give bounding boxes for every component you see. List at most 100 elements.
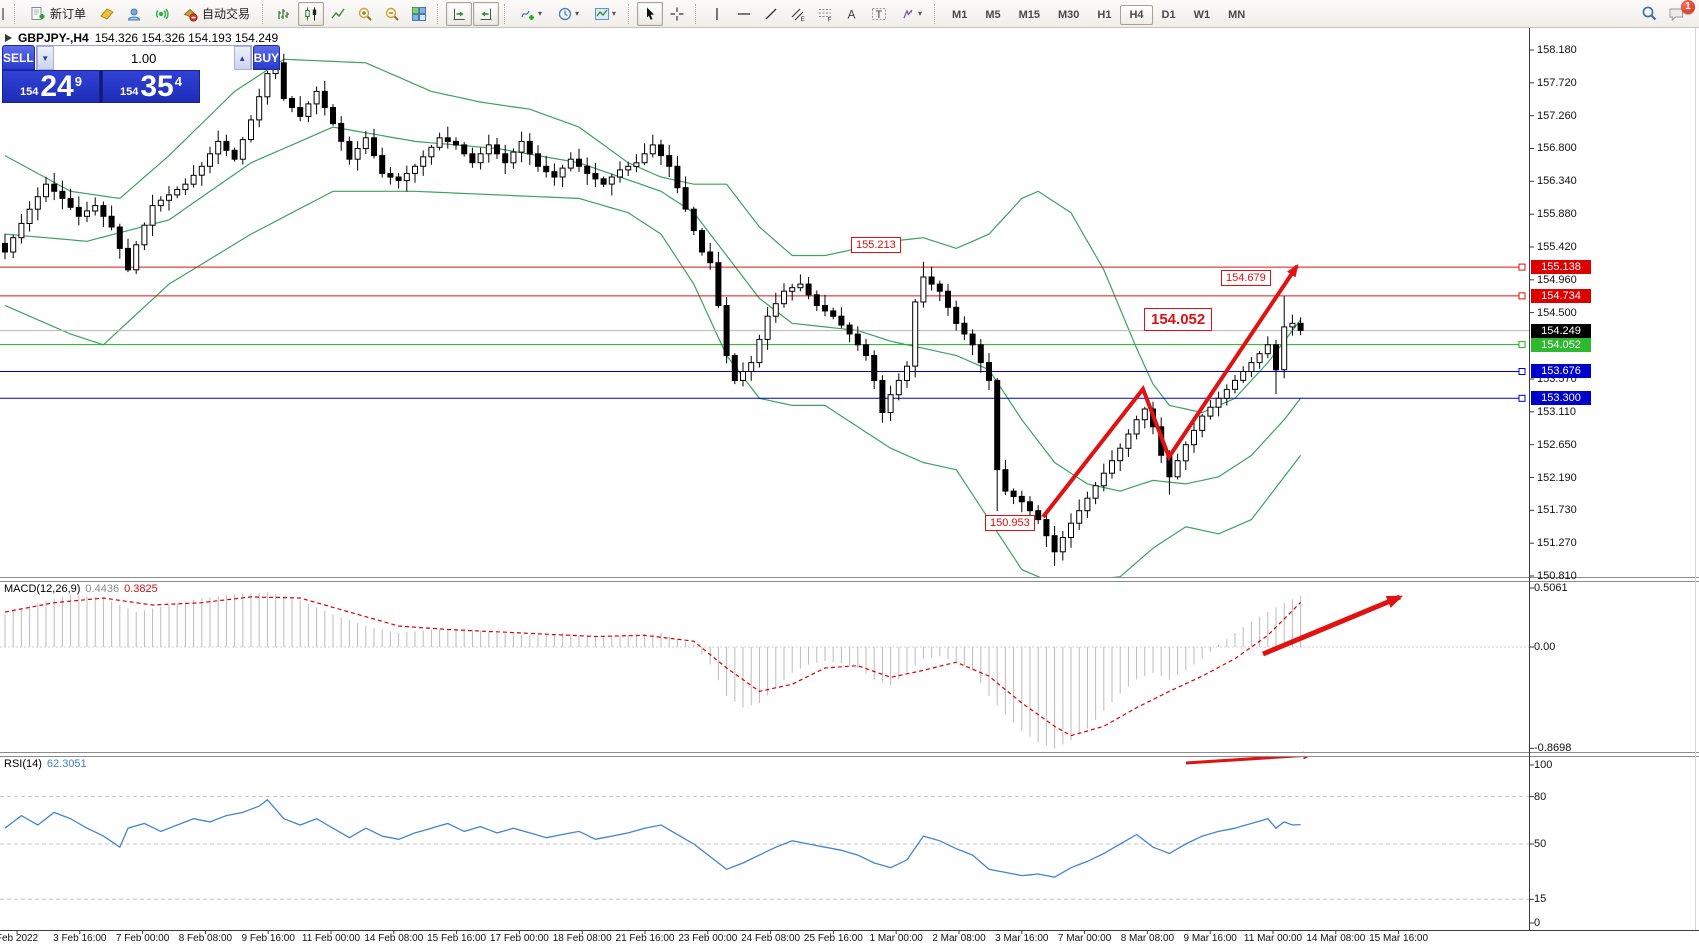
price-tag-154734[interactable]: 154.734 bbox=[1531, 288, 1591, 303]
timeframe-group: M1 M5 M15 M30 H1 H4 D1 W1 MN bbox=[943, 4, 1254, 25]
text-label-button[interactable]: T bbox=[866, 2, 892, 26]
equidistant-channel-button[interactable]: E bbox=[785, 2, 811, 26]
timeframe-M30-button[interactable]: M30 bbox=[1058, 8, 1080, 21]
timeframe-W1-button[interactable]: W1 bbox=[1193, 8, 1211, 21]
price-tag-154052[interactable]: 154.052 bbox=[1531, 337, 1591, 352]
tile-windows-button[interactable] bbox=[406, 2, 432, 26]
tile-windows-icon bbox=[412, 6, 427, 21]
dropdown-caret: ▾ bbox=[918, 9, 923, 18]
templates-button[interactable]: ▾ bbox=[587, 2, 623, 26]
volume-input[interactable] bbox=[53, 46, 234, 70]
new-order-button[interactable]: 新订单 bbox=[23, 3, 93, 25]
macd-signal-value: 0.3825 bbox=[124, 583, 158, 595]
template-chart-icon bbox=[595, 7, 610, 20]
periods-button[interactable]: ▾ bbox=[550, 2, 586, 26]
add-indicator-button[interactable]: ▾ bbox=[513, 2, 549, 26]
line-chart-button[interactable] bbox=[325, 2, 351, 26]
metaeditor-icon bbox=[100, 7, 114, 20]
sell-price-prefix: 154 bbox=[20, 86, 39, 98]
timeframe-H1-button[interactable]: H1 bbox=[1097, 8, 1112, 21]
autoscroll-button[interactable] bbox=[446, 1, 473, 26]
rsi-name: RSI(14) bbox=[4, 758, 42, 770]
chart-shift-button[interactable] bbox=[473, 1, 500, 26]
buy-price-display[interactable]: 154 35 4 bbox=[102, 70, 200, 103]
metaeditor-button[interactable] bbox=[94, 2, 120, 26]
toolbar-separator bbox=[262, 3, 267, 24]
autoscroll-icon bbox=[453, 8, 465, 20]
panel-splitter-macd[interactable] bbox=[0, 577, 1699, 582]
bar-chart-icon bbox=[278, 8, 290, 19]
autotrading-button[interactable]: 自动交易 bbox=[175, 3, 257, 25]
timeframe-M1-button[interactable]: M1 bbox=[952, 8, 968, 21]
price-axis-line bbox=[1529, 27, 1530, 930]
sell-button[interactable]: SELL bbox=[2, 45, 35, 70]
zoom-in-button[interactable] bbox=[352, 2, 378, 26]
svg-text:T: T bbox=[876, 9, 883, 21]
dropdown-caret: ▾ bbox=[575, 9, 580, 18]
price-annotation-154052[interactable]: 154.052 bbox=[1144, 308, 1213, 331]
price-annotation-150953[interactable]: 150.953 bbox=[985, 515, 1035, 531]
arrows-tool-button[interactable]: ▾ bbox=[893, 2, 929, 26]
volume-decrease-button[interactable]: ▼ bbox=[36, 46, 54, 70]
buy-button[interactable]: BUY bbox=[252, 45, 281, 70]
fibonacci-icon: F bbox=[819, 8, 832, 22]
add-indicator-icon bbox=[521, 10, 535, 20]
signals-button[interactable] bbox=[148, 2, 174, 26]
crosshair-button[interactable] bbox=[664, 2, 690, 26]
text-button[interactable]: A bbox=[839, 2, 865, 26]
price-annotation-155213[interactable]: 155.213 bbox=[851, 237, 901, 253]
volume-increase-button[interactable]: ▲ bbox=[233, 46, 251, 70]
zoom-out-button[interactable] bbox=[379, 2, 405, 26]
price-tag-153300[interactable]: 153.300 bbox=[1531, 391, 1591, 406]
candlestick-chart-icon bbox=[305, 7, 317, 20]
autotrading-label: 自动交易 bbox=[202, 7, 251, 21]
sell-price-sup: 9 bbox=[74, 74, 82, 89]
toolbar-separator bbox=[934, 3, 939, 24]
trendline-icon bbox=[765, 8, 777, 19]
vertical-line-button[interactable] bbox=[704, 2, 730, 26]
equidistant-channel-icon: E bbox=[791, 8, 806, 22]
panel-splitter-rsi[interactable] bbox=[0, 752, 1699, 757]
buy-price-sup: 4 bbox=[174, 74, 182, 89]
text-label-icon: T bbox=[872, 7, 887, 21]
timeframe-MN-button[interactable]: MN bbox=[1228, 8, 1246, 21]
timeframe-D1-button[interactable]: D1 bbox=[1161, 8, 1176, 21]
candles bbox=[2, 53, 1304, 566]
chart-ohlc-quotes: 154.326 154.326 154.193 154.249 bbox=[94, 31, 279, 45]
fibonacci-button[interactable]: F bbox=[812, 2, 838, 26]
arrows-tool-icon bbox=[903, 8, 913, 18]
rsi-value: 62.3051 bbox=[46, 758, 87, 770]
search-button[interactable] bbox=[1636, 2, 1662, 26]
dropdown-caret: ▾ bbox=[612, 9, 617, 18]
timeframe-M15-button[interactable]: M15 bbox=[1018, 8, 1040, 21]
price-divider bbox=[100, 70, 102, 103]
bar-chart-button[interactable] bbox=[271, 2, 297, 26]
trendline-button[interactable] bbox=[758, 2, 784, 26]
price-tag-154249[interactable]: 154.249 bbox=[1531, 323, 1591, 338]
new-order-icon bbox=[31, 6, 45, 20]
horizontal-line-icon bbox=[738, 12, 751, 15]
price-tag-155138[interactable]: 155.138 bbox=[1531, 260, 1591, 275]
timeframe-M5-button[interactable]: M5 bbox=[985, 8, 1001, 21]
candlestick-chart-button[interactable] bbox=[298, 1, 325, 26]
price-annotation-154679[interactable]: 154.679 bbox=[1221, 270, 1271, 286]
sell-price-display[interactable]: 154 24 9 bbox=[2, 70, 100, 103]
crosshair-icon bbox=[670, 7, 684, 20]
experts-button[interactable] bbox=[121, 2, 147, 26]
cursor-button[interactable] bbox=[637, 1, 664, 26]
chart-shift-icon bbox=[480, 8, 492, 20]
timeframe-H4-button[interactable]: H4 bbox=[1120, 4, 1153, 25]
horizontal-line-button[interactable] bbox=[731, 2, 757, 26]
one-click-trading-panel: SELL ▼ ▲ BUY 154 24 9 154 35 4 bbox=[2, 45, 281, 103]
line-chart-icon bbox=[331, 8, 345, 18]
notifications-button[interactable]: 1 bbox=[1663, 0, 1695, 26]
chart-title: GBPJPY-,H4 154.326 154.326 154.193 154.2… bbox=[5, 31, 278, 45]
clipped-toolbar-icon[interactable] bbox=[0, 2, 9, 26]
svg-text:E: E bbox=[801, 16, 806, 22]
chart-symbol-marker-icon bbox=[5, 34, 12, 42]
price-tag-153676[interactable]: 153.676 bbox=[1531, 364, 1591, 379]
chart-symbol-period: GBPJPY-,H4 bbox=[18, 31, 89, 45]
svg-text:A: A bbox=[848, 7, 856, 21]
